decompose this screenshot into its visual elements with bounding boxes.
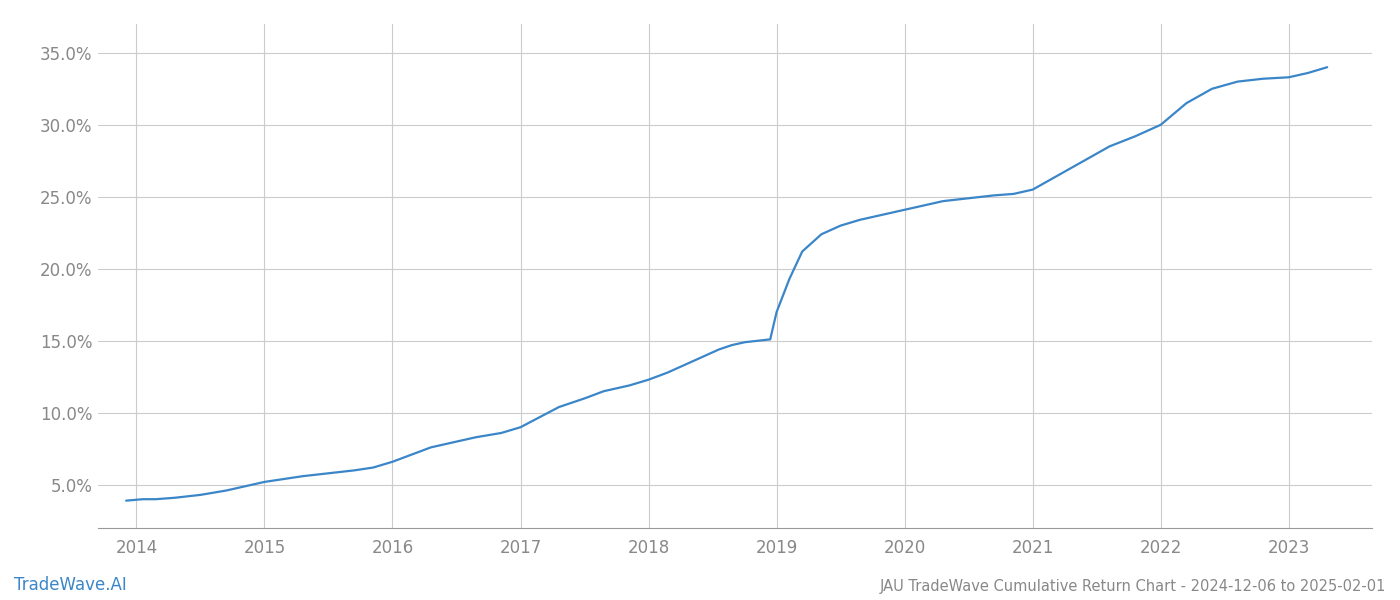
- Text: TradeWave.AI: TradeWave.AI: [14, 576, 127, 594]
- Text: JAU TradeWave Cumulative Return Chart - 2024-12-06 to 2025-02-01: JAU TradeWave Cumulative Return Chart - …: [879, 579, 1386, 594]
